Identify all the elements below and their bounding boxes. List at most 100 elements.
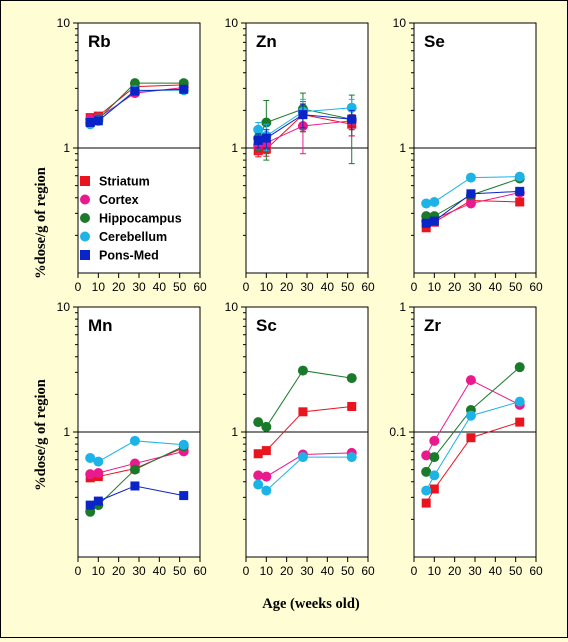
x-tick-label: 60	[529, 280, 543, 294]
data-point	[261, 421, 272, 432]
series-pons-med	[253, 103, 357, 149]
legend-item-striatum: Striatum	[80, 175, 150, 189]
x-tick-label: 30	[468, 564, 482, 578]
data-point	[179, 84, 189, 94]
data-point	[93, 116, 103, 126]
data-point	[179, 491, 189, 501]
data-point	[347, 401, 357, 411]
data-point	[421, 211, 432, 222]
y-tick-label: 10	[393, 16, 407, 30]
data-point	[429, 435, 440, 446]
data-point	[93, 496, 103, 506]
data-point	[514, 362, 525, 373]
x-tick-label: 0	[243, 280, 250, 294]
x-tick-label: 30	[468, 280, 482, 294]
data-point	[253, 417, 264, 428]
legend-label: Cerebellum	[99, 230, 167, 244]
series-cerebellum	[253, 452, 357, 496]
x-tick-label: 30	[300, 564, 314, 578]
x-tick-label: 20	[280, 280, 294, 294]
x-tick-label: 40	[153, 564, 167, 578]
y-tick-label: 10	[225, 16, 239, 30]
panel-title: Sc	[256, 316, 277, 335]
legend-marker	[80, 213, 90, 223]
data-point	[298, 407, 308, 417]
x-axis-label: Age (weeks old)	[262, 596, 360, 612]
x-tick-label: 20	[448, 564, 462, 578]
data-point	[514, 171, 525, 182]
data-point	[93, 467, 104, 478]
data-point	[85, 117, 95, 127]
data-point	[465, 172, 476, 183]
x-tick-label: 20	[112, 564, 126, 578]
x-tick-label: 0	[411, 564, 418, 578]
legend-label: Pons-Med	[99, 249, 159, 263]
x-tick-label: 60	[361, 280, 375, 294]
x-tick-label: 30	[132, 564, 146, 578]
legend-marker	[80, 231, 90, 242]
x-tick-label: 0	[243, 564, 250, 578]
data-point	[429, 470, 440, 481]
series-striatum	[253, 401, 357, 459]
x-tick-label: 30	[132, 280, 146, 294]
y-tick-label: 1	[399, 141, 406, 155]
x-tick-label: 20	[448, 280, 462, 294]
y-tick-label: 10	[225, 300, 239, 314]
data-point	[429, 196, 440, 207]
panel-title: Zr	[424, 316, 441, 335]
data-point	[421, 466, 432, 477]
data-point	[261, 485, 272, 496]
x-tick-label: 10	[428, 564, 442, 578]
x-tick-label: 20	[280, 564, 294, 578]
series-cerebellum	[421, 396, 525, 496]
series-line	[425, 421, 520, 504]
x-tick-label: 0	[75, 564, 82, 578]
x-tick-label: 20	[112, 280, 126, 294]
panel-title: Mn	[88, 316, 113, 335]
x-tick-label: 40	[489, 280, 503, 294]
data-point	[253, 479, 264, 490]
data-point	[297, 452, 308, 463]
data-point	[429, 484, 439, 494]
data-point	[429, 452, 440, 463]
series-line	[425, 366, 521, 473]
x-tick-label: 50	[173, 280, 187, 294]
data-point	[515, 197, 525, 207]
x-tick-label: 60	[361, 564, 375, 578]
legend-item-cerebellum: Cerebellum	[80, 230, 167, 244]
x-tick-label: 60	[529, 564, 543, 578]
data-point	[253, 124, 264, 135]
legend-marker	[80, 194, 90, 205]
x-tick-label: 0	[75, 280, 82, 294]
legend-label: Hippocampus	[99, 212, 182, 226]
x-tick-label: 30	[300, 280, 314, 294]
data-point	[515, 417, 525, 427]
x-tick-label: 60	[193, 280, 207, 294]
legend-marker	[80, 250, 90, 260]
data-point	[421, 218, 431, 228]
data-point	[515, 186, 525, 196]
series-line	[257, 456, 352, 492]
x-tick-label: 0	[411, 280, 418, 294]
x-tick-label: 50	[341, 280, 355, 294]
data-point	[421, 198, 432, 209]
x-tick-label: 10	[92, 564, 106, 578]
series-line	[425, 379, 520, 456]
data-point	[261, 133, 271, 143]
data-point	[253, 449, 263, 459]
data-point	[297, 365, 308, 376]
data-point	[261, 446, 271, 456]
x-tick-label: 50	[509, 280, 523, 294]
y-tick-label: 1	[63, 425, 70, 439]
data-point	[421, 485, 432, 496]
series-pons-med	[85, 84, 189, 127]
data-point	[129, 464, 140, 475]
data-point	[130, 481, 140, 491]
series-pons-med	[421, 186, 525, 228]
x-tick-label: 50	[509, 564, 523, 578]
